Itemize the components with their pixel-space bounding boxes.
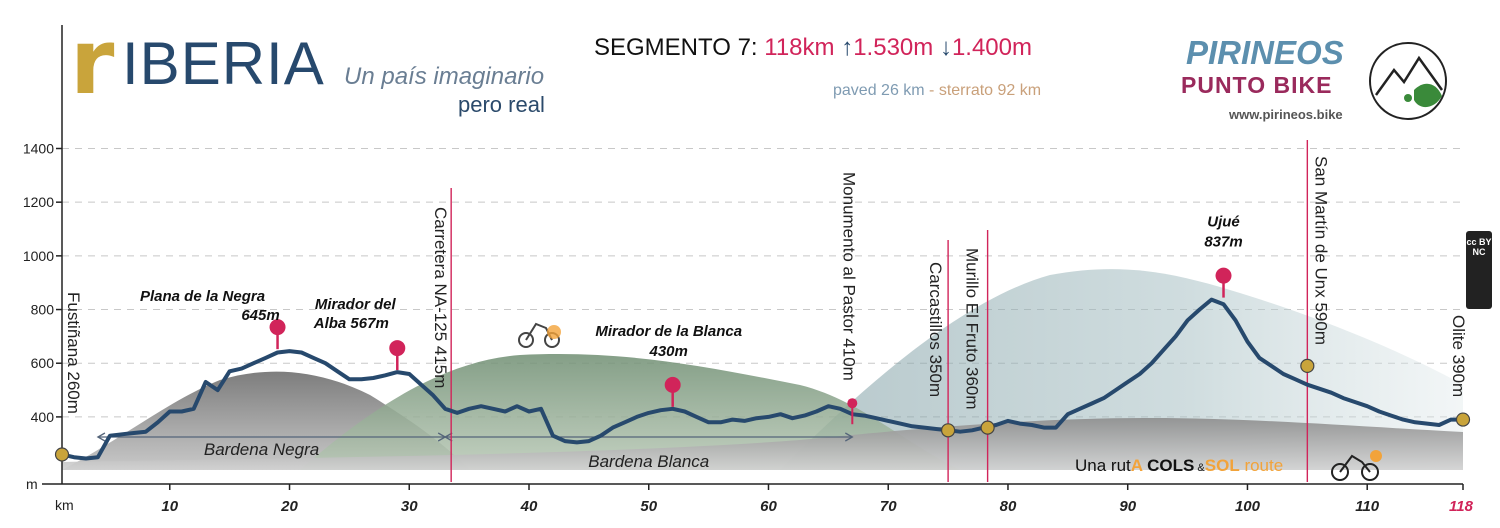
segment-distance: 118km xyxy=(764,34,835,61)
place-label: Carretera NA-125 415m xyxy=(431,207,450,388)
ascent-icon: ↑ xyxy=(841,34,854,61)
region-arrow-left xyxy=(96,432,106,442)
place-label: Fustiñana 260m xyxy=(64,292,83,414)
x-tick-label: 10 xyxy=(161,498,178,515)
region-arrow-right xyxy=(844,432,854,442)
y-axis-label: m xyxy=(26,476,38,492)
place-label: Carcastillos 350m xyxy=(926,262,945,397)
route-label-part: route xyxy=(1240,456,1283,475)
x-end-label: 118 xyxy=(1449,498,1474,515)
surface-breakdown: paved 26 km - sterrato 92 km xyxy=(833,82,1041,100)
y-tick-label: 1200 xyxy=(23,194,54,210)
segment-label: SEGMENTO 7: xyxy=(594,34,758,61)
town-marker xyxy=(1300,358,1315,374)
route-label: Una rutA COLS &SOL route xyxy=(1075,456,1283,475)
town-marker xyxy=(54,447,70,462)
sponsor-name: PIRINEOS xyxy=(1186,34,1344,71)
sponsor-url: www.pirineos.bike xyxy=(1229,107,1343,122)
x-tick-label: 50 xyxy=(640,498,657,515)
license-text: cc BY NC xyxy=(1466,237,1492,257)
peak-label: Mirador del xyxy=(315,296,397,313)
cyclist-icon xyxy=(518,322,561,348)
y-tick-label: 1400 xyxy=(23,141,54,157)
region-label: Bardena Negra xyxy=(204,440,319,459)
x-tick-label: 60 xyxy=(760,498,777,515)
peak-value: 837m xyxy=(1204,234,1242,251)
town-marker xyxy=(941,423,956,438)
peak-label: Mirador de la Blanca xyxy=(595,323,742,340)
route-label-part: A xyxy=(1131,456,1143,475)
surface-sterrato: sterrato 92 km xyxy=(938,82,1042,99)
peak-label: Ujué xyxy=(1207,214,1240,231)
x-tick-label: 100 xyxy=(1235,498,1261,515)
license-badge-icon: cc BY NC xyxy=(1466,231,1492,309)
cyclist-icon xyxy=(1331,450,1382,481)
x-axis-label: km xyxy=(55,497,74,513)
axes: 400 600 800 1000 1200 1400 m km 10 20 30 40 50 60 70 80… xyxy=(23,25,1474,515)
peak-value: 430m xyxy=(649,343,688,360)
ground-ridge xyxy=(62,418,1463,470)
route-label-part: Una rut xyxy=(1075,456,1131,475)
town-marker xyxy=(980,420,995,435)
segment-summary: SEGMENTO 7: 118km ↑1.530m ↓1.400m xyxy=(594,36,1032,60)
sponsor-subname: PUNTO BIKE xyxy=(1181,72,1333,98)
peak-marker xyxy=(269,319,286,336)
x-tick-label: 30 xyxy=(401,498,418,515)
peak-marker xyxy=(664,376,681,393)
surface-separator: - xyxy=(924,82,939,99)
y-tick-label: 800 xyxy=(31,302,55,318)
place-label: Olite 390m xyxy=(1449,315,1468,397)
x-tick-label: 70 xyxy=(880,498,897,515)
segment-descent: 1.400m xyxy=(951,34,1032,61)
peak-label: Plana de la Negra xyxy=(140,288,265,305)
place-label: Monumento al Pastor 410m xyxy=(839,172,858,381)
region-arrow-left xyxy=(443,432,453,442)
brand-letter: r xyxy=(70,10,115,115)
brand-tagline-2: pero real xyxy=(458,92,545,117)
route-label-part: SOL xyxy=(1205,456,1240,475)
x-tick-label: 40 xyxy=(520,498,538,515)
route-label-part: COLS xyxy=(1142,456,1194,475)
sponsor-logo-icon xyxy=(1369,42,1447,120)
descent-icon: ↓ xyxy=(939,34,952,61)
x-tick-label: 90 xyxy=(1119,498,1136,515)
segment-ascent: 1.530m xyxy=(853,34,934,61)
x-tick-label: 80 xyxy=(1000,498,1017,515)
x-tick-label: 20 xyxy=(280,498,298,515)
x-tick-label: 110 xyxy=(1355,498,1380,515)
peak-marker xyxy=(1215,267,1232,284)
y-tick-label: 1000 xyxy=(23,248,54,264)
peak-marker xyxy=(389,340,406,357)
y-tick-label: 600 xyxy=(31,355,55,371)
place-label: San Martín de Unx 590m xyxy=(1311,156,1330,345)
peak-label-2: Alba 567m xyxy=(313,315,389,332)
mountain-teal xyxy=(780,269,1463,470)
town-marker xyxy=(1455,412,1471,427)
pin-marker xyxy=(847,398,858,409)
route-label-part: & xyxy=(1194,462,1205,474)
brand-name: IBERIA xyxy=(122,30,325,97)
place-label: Murillo El Fruto 360m xyxy=(963,248,982,410)
brand-tagline: Un país imaginario xyxy=(344,63,545,90)
surface-paved: paved 26 km xyxy=(833,82,925,99)
elevation-line xyxy=(60,297,1465,461)
y-tick-label: 400 xyxy=(31,409,55,425)
region-label: Bardena Blanca xyxy=(588,452,709,471)
peak-value: 645m xyxy=(241,307,279,324)
background-scenery xyxy=(62,269,1463,470)
annotations: Bardena Negra Bardena Blanca Fustiñana 260… xyxy=(54,140,1471,482)
